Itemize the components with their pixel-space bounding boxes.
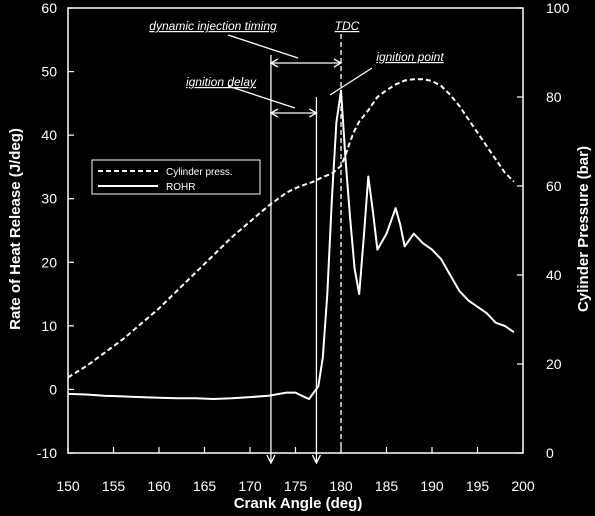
x-tick-label: 160: [147, 478, 171, 494]
x-tick-label: 165: [193, 478, 217, 494]
x-tick-label: 200: [511, 478, 535, 494]
rohr-line: [67, 89, 515, 400]
x-tick-label: 195: [466, 478, 490, 494]
y-right-tick-label: 40: [546, 267, 562, 283]
legend-label: ROHR: [166, 182, 195, 193]
delay-label-leader: [227, 85, 296, 109]
y-left-tick-label: 30: [41, 191, 57, 207]
y-left-tick-label: 10: [41, 318, 57, 334]
legend-label: Cylinder press.: [166, 167, 233, 178]
x-axis-title: Crank Angle (deg): [234, 495, 363, 512]
x-tick-label: 155: [102, 478, 126, 494]
y-right-tick-label: 20: [546, 356, 562, 372]
x-tick-label: 185: [375, 478, 399, 494]
lines-layer: [67, 7, 524, 454]
annotation-ignition-point: ignition point: [376, 50, 444, 64]
y-right-tick-label: 60: [546, 178, 562, 194]
ignition-arrowhead: [311, 454, 322, 465]
legend-box: [91, 159, 261, 195]
y-left-tick-label: 50: [41, 64, 57, 80]
y-axis-left-title: Rate of Heat Release (J/deg): [7, 128, 24, 330]
y-right-tick-label: 80: [546, 89, 562, 105]
y-left-tick-label: -10: [37, 445, 57, 461]
injection-label-leader: [227, 34, 299, 59]
injection-timing-span-arrow-arrowhead-left: [269, 58, 279, 68]
x-tick-label: 170: [238, 478, 262, 494]
x-tick-label: 150: [56, 478, 80, 494]
x-tick-label: 190: [420, 478, 444, 494]
ignition-delay-span-arrow-arrowhead-right: [309, 108, 318, 118]
x-tick-label: 175: [284, 478, 308, 494]
legend: Cylinder press. ROHR: [91, 159, 261, 195]
annotation-tdc: TDC: [335, 19, 360, 33]
y-axis-right-title: Cylinder Pressure (bar): [575, 146, 592, 312]
y-right-tick-label: 100: [546, 0, 570, 16]
ticks-layer: 150 155 160 165 170 175 180 185 190 195 200-100102…: [37, 0, 570, 494]
annotation-ignition-delay: ignition delay: [186, 75, 257, 89]
y-left-tick-label: 60: [41, 0, 57, 16]
annotation-injection-timing: dynamic injection timing: [149, 19, 277, 33]
y-right-tick-label: 0: [546, 445, 554, 461]
injection-timing-span-arrow-arrowhead-right: [333, 58, 343, 68]
cylinder-pressure-line: [67, 78, 515, 379]
y-left-tick-label: 0: [49, 381, 57, 397]
annotations-layer: dynamic injection timing TDC ignition poin…: [149, 19, 444, 465]
y-left-tick-label: 40: [41, 127, 57, 143]
ignition-point-leader: [329, 67, 373, 96]
x-tick-label: 180: [329, 478, 353, 494]
y-left-tick-label: 20: [41, 254, 57, 270]
ignition-delay-span-arrow-arrowhead-left: [269, 108, 279, 118]
injection-timing-arrowhead: [266, 454, 276, 465]
